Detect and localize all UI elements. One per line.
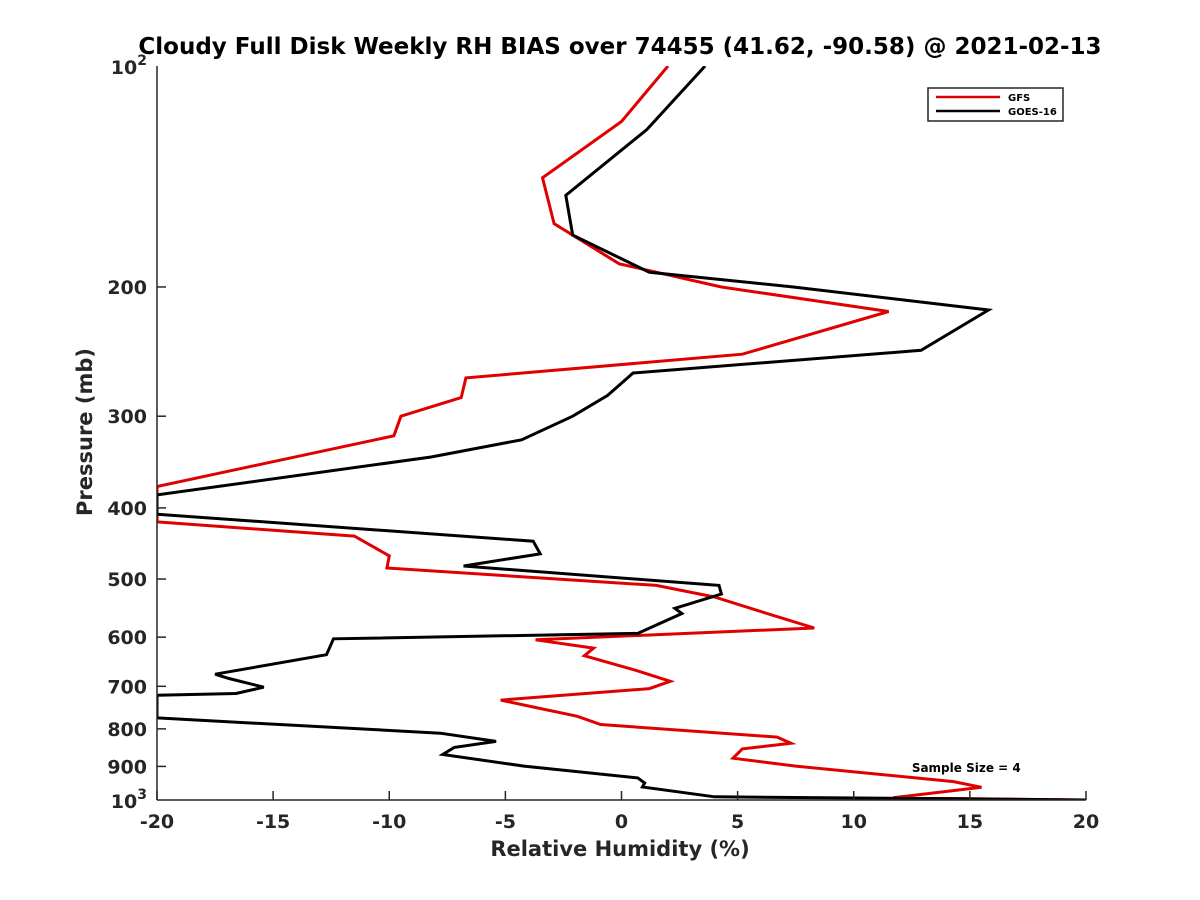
x-tick-label: -10 [372, 811, 406, 833]
chart-title: Cloudy Full Disk Weekly RH BIAS over 744… [138, 34, 1101, 60]
x-tick-label: -15 [256, 811, 290, 833]
y-tick-label: 500 [107, 569, 147, 591]
x-tick-label: 5 [731, 811, 744, 833]
series-line-gfs [157, 66, 1086, 800]
y-tick-label: 600 [107, 627, 147, 649]
x-tick-label: 0 [615, 811, 628, 833]
y-tick-label: 800 [107, 719, 147, 741]
y-tick-label: 400 [107, 498, 147, 520]
axes-layer: -20 -15 -10 -5 0 5 10 15 20 200 300 400 500 600 700 800… [107, 53, 1099, 833]
x-tick-label: 20 [1073, 811, 1099, 833]
legend-entry-label: GFS [1008, 93, 1030, 104]
y-tick-label-power: 103 [111, 787, 147, 813]
legend-box [927, 87, 1064, 122]
x-tick-label: 15 [957, 811, 983, 833]
plot-area: -20 -15 -10 -5 0 5 10 15 20 200 300 400 500 600 700 800… [107, 53, 1099, 833]
series-line-goes-16 [157, 66, 1086, 800]
x-tick-label: 10 [841, 811, 867, 833]
series-layer [157, 66, 1086, 800]
x-axis-label: Relative Humidity (%) [490, 837, 749, 861]
y-tick-label: 900 [107, 756, 147, 778]
legend: GFS GOES-16 [927, 87, 1064, 122]
y-tick-label-power: 102 [111, 53, 147, 79]
x-tick-label: -5 [495, 811, 516, 833]
sample-size-annotation: Sample Size = 4 [912, 761, 1021, 775]
y-axis-label: Pressure (mb) [73, 348, 97, 516]
y-tick-label: 700 [107, 676, 147, 698]
legend-entry-label: GOES-16 [1008, 107, 1057, 118]
x-tick-label: -20 [140, 811, 174, 833]
y-tick-label: 200 [107, 277, 147, 299]
y-tick-label: 300 [107, 406, 147, 428]
